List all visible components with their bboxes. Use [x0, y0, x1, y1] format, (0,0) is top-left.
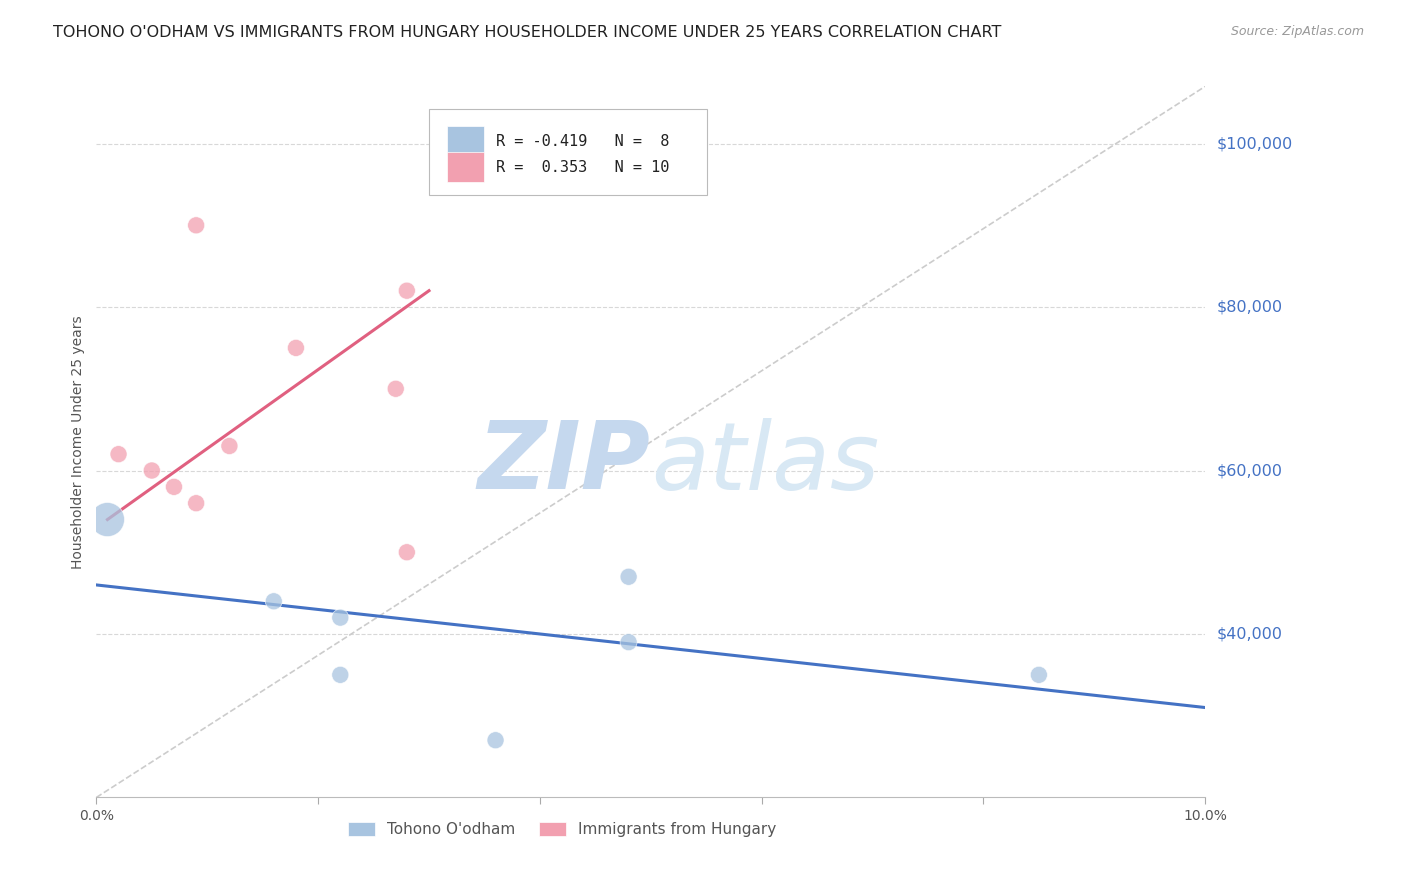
Text: ZIP: ZIP — [478, 417, 651, 509]
Text: R =  0.353   N = 10: R = 0.353 N = 10 — [495, 160, 669, 175]
Y-axis label: Householder Income Under 25 years: Householder Income Under 25 years — [72, 315, 86, 569]
Point — [163, 480, 186, 494]
Point — [284, 341, 307, 355]
Text: TOHONO O'ODHAM VS IMMIGRANTS FROM HUNGARY HOUSEHOLDER INCOME UNDER 25 YEARS CORR: TOHONO O'ODHAM VS IMMIGRANTS FROM HUNGAR… — [53, 25, 1002, 40]
FancyBboxPatch shape — [447, 153, 485, 182]
Point — [186, 219, 208, 233]
Point — [395, 545, 418, 559]
FancyBboxPatch shape — [429, 109, 707, 195]
Point — [1028, 668, 1050, 682]
Text: $60,000: $60,000 — [1216, 463, 1282, 478]
Text: R = -0.419   N =  8: R = -0.419 N = 8 — [495, 134, 669, 149]
Text: $80,000: $80,000 — [1216, 300, 1282, 315]
Point — [186, 496, 208, 510]
Point — [484, 733, 506, 747]
Point — [617, 635, 640, 649]
Point — [107, 447, 129, 461]
Point — [329, 668, 352, 682]
Text: Source: ZipAtlas.com: Source: ZipAtlas.com — [1230, 25, 1364, 38]
Point — [263, 594, 285, 608]
FancyBboxPatch shape — [447, 126, 485, 156]
Text: $40,000: $40,000 — [1216, 626, 1282, 641]
Legend: Tohono O'odham, Immigrants from Hungary: Tohono O'odham, Immigrants from Hungary — [342, 816, 783, 843]
Text: $100,000: $100,000 — [1216, 136, 1292, 151]
Point — [218, 439, 240, 453]
Point — [384, 382, 406, 396]
Point — [395, 284, 418, 298]
Point — [141, 463, 163, 477]
Text: atlas: atlas — [651, 417, 879, 508]
Point — [329, 610, 352, 624]
Point — [617, 570, 640, 584]
Point — [96, 512, 118, 526]
